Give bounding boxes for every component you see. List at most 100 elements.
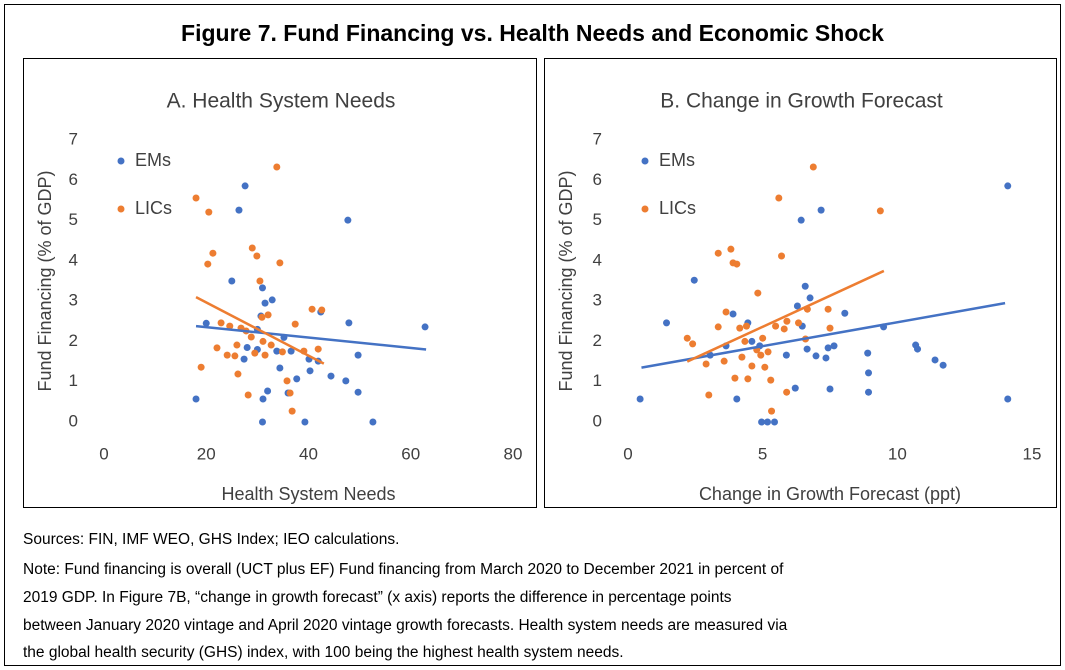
point xyxy=(826,324,834,332)
point xyxy=(205,208,213,216)
point xyxy=(273,347,281,355)
trend-line xyxy=(195,296,325,365)
point xyxy=(369,418,377,426)
point xyxy=(801,282,809,290)
point xyxy=(733,395,741,403)
point xyxy=(824,305,832,313)
point xyxy=(253,252,261,260)
point xyxy=(288,407,296,415)
legend-marker xyxy=(117,205,125,213)
point xyxy=(233,341,241,349)
point xyxy=(293,375,301,383)
legend-marker xyxy=(117,157,125,165)
point xyxy=(797,216,805,224)
y-tick-label: 1 xyxy=(69,371,78,390)
point xyxy=(247,333,255,341)
point xyxy=(268,296,276,304)
chart-b: B. Change in Growth Forecast Change in Gr… xyxy=(544,58,1057,508)
point xyxy=(223,351,231,359)
point xyxy=(738,353,746,361)
point xyxy=(702,360,710,368)
point xyxy=(822,354,830,362)
point xyxy=(261,351,269,359)
point xyxy=(421,323,429,331)
point xyxy=(714,323,722,331)
point xyxy=(757,351,765,359)
legend-marker xyxy=(641,205,649,213)
point xyxy=(342,377,350,385)
point xyxy=(782,351,790,359)
point xyxy=(876,207,884,215)
point xyxy=(197,363,205,371)
point xyxy=(213,344,221,352)
x-tick-label: 60 xyxy=(401,444,420,463)
point xyxy=(192,395,200,403)
legend-label: LICs xyxy=(135,198,172,218)
point xyxy=(327,372,335,380)
point xyxy=(258,313,266,321)
y-axis-label: Fund Financing (% of GDP) xyxy=(556,170,576,391)
legend-label: LICs xyxy=(659,198,696,218)
point xyxy=(783,388,791,396)
point xyxy=(748,362,756,370)
point xyxy=(830,342,838,350)
point xyxy=(301,418,309,426)
y-tick-label: 6 xyxy=(69,170,78,189)
legend-label: EMs xyxy=(135,150,171,170)
point xyxy=(248,244,256,252)
point xyxy=(794,319,802,327)
point xyxy=(803,345,811,353)
point xyxy=(192,194,200,202)
y-tick-label: 7 xyxy=(69,129,78,148)
point xyxy=(764,418,772,426)
point xyxy=(354,351,362,359)
point xyxy=(240,355,248,363)
note-line: the global health security (GHS) index, … xyxy=(23,644,624,661)
trend-line xyxy=(641,301,1006,369)
point xyxy=(793,302,801,310)
point xyxy=(231,352,239,360)
trend-line xyxy=(195,324,427,351)
point xyxy=(344,216,352,224)
x-tick-label: 0 xyxy=(99,444,108,463)
point xyxy=(722,308,730,316)
point xyxy=(744,375,752,383)
point xyxy=(234,370,242,378)
point xyxy=(727,245,735,253)
point xyxy=(286,389,294,397)
point xyxy=(780,325,788,333)
legend-label: EMs xyxy=(659,150,695,170)
point xyxy=(306,367,314,375)
point xyxy=(264,311,272,319)
point xyxy=(345,319,353,327)
point xyxy=(733,260,741,268)
x-tick-label: 20 xyxy=(197,444,216,463)
sources: Sources: FIN, IMF WEO, GHS Index; IEO ca… xyxy=(23,531,400,548)
y-axis-label: Fund Financing (% of GDP) xyxy=(35,170,55,391)
point xyxy=(731,374,739,382)
chart-title: A. Health System Needs xyxy=(167,90,396,113)
note-line: Note: Fund financing is overall (UCT plu… xyxy=(23,561,784,578)
point xyxy=(729,310,737,318)
chart-a: A. Health System Needs Health System Need… xyxy=(23,58,537,508)
y-tick-label: 5 xyxy=(69,210,78,229)
point xyxy=(251,349,259,357)
y-tick-label: 4 xyxy=(593,250,602,269)
point xyxy=(244,391,252,399)
point xyxy=(865,388,873,396)
y-tick-label: 5 xyxy=(593,210,602,229)
point xyxy=(778,252,786,260)
x-tick-label: 5 xyxy=(758,444,767,463)
frame xyxy=(4,4,1061,666)
point xyxy=(258,418,266,426)
point xyxy=(772,322,780,330)
point xyxy=(318,306,326,314)
point xyxy=(267,341,275,349)
point xyxy=(689,340,697,348)
note-line: between January 2020 vintage and April 2… xyxy=(23,617,788,634)
point xyxy=(276,259,284,267)
y-tick-label: 4 xyxy=(69,250,78,269)
point xyxy=(768,407,776,415)
point xyxy=(914,345,922,353)
